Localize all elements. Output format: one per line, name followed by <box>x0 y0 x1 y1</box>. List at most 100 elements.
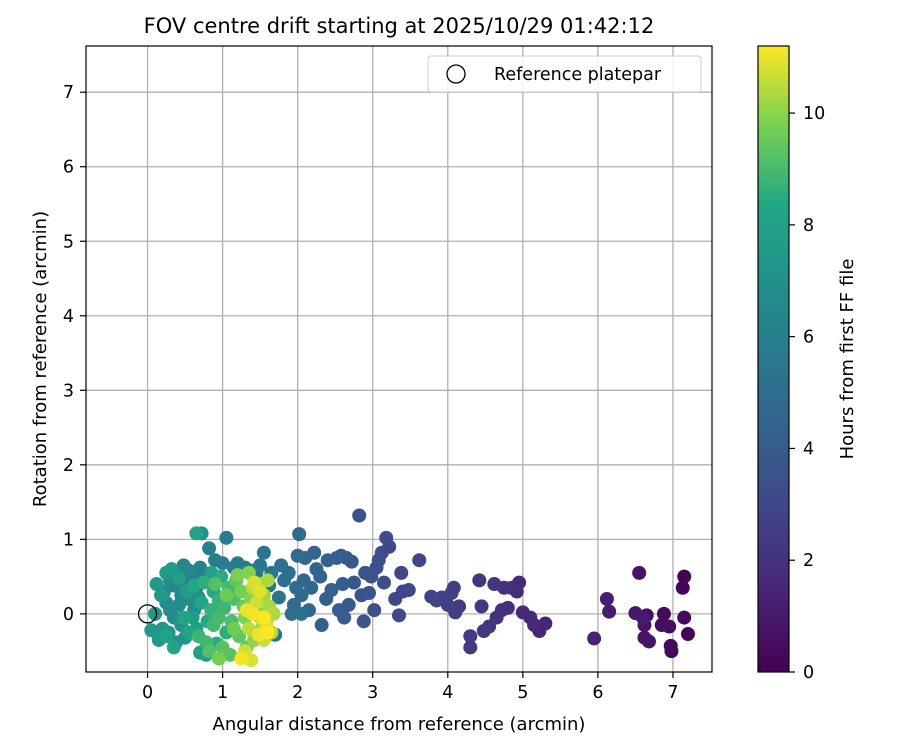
data-point <box>208 577 223 592</box>
x-tick-label: 3 <box>367 683 378 703</box>
y-tick-label: 7 <box>63 83 74 103</box>
legend-entry-reference: Reference platepar <box>494 65 662 85</box>
x-tick-label: 2 <box>292 683 303 703</box>
colorbar-tick-label: 0 <box>803 663 814 683</box>
data-point <box>587 631 602 646</box>
data-point <box>219 588 234 603</box>
data-point <box>223 647 238 662</box>
data-point <box>358 565 373 580</box>
data-point <box>211 651 226 666</box>
data-point <box>376 575 391 590</box>
data-point <box>193 560 208 575</box>
colorbar-tick-label: 4 <box>803 439 814 459</box>
data-point <box>284 606 299 621</box>
legend-box <box>427 55 702 93</box>
data-point <box>194 595 209 610</box>
colorbar-tick-label: 10 <box>803 104 825 124</box>
data-point <box>677 610 692 625</box>
data-point <box>256 610 271 625</box>
data-point <box>635 610 650 625</box>
data-point <box>476 624 491 639</box>
colorbar: 0 2 4 6 8 10 Hours from first FF file <box>757 45 858 683</box>
chart-title: FOV centre drift starting at 2025/10/29 … <box>144 14 655 38</box>
data-point <box>208 553 223 568</box>
data-point <box>172 571 187 586</box>
data-point <box>277 573 292 588</box>
data-point <box>314 618 329 633</box>
data-point <box>394 565 409 580</box>
data-point <box>392 608 406 623</box>
x-tick-label: 6 <box>592 683 603 703</box>
data-point <box>354 588 369 603</box>
data-point <box>271 590 286 605</box>
data-point <box>245 606 260 621</box>
y-axis-ticks: 0 1 2 3 4 5 6 7 <box>63 83 86 625</box>
data-point <box>356 614 371 629</box>
data-point <box>290 548 305 563</box>
data-point <box>379 530 394 545</box>
data-point <box>335 577 350 592</box>
data-point <box>367 603 382 618</box>
data-point <box>260 625 275 640</box>
data-point <box>211 610 226 625</box>
y-tick-label: 5 <box>63 232 74 252</box>
data-point <box>253 584 268 599</box>
data-point <box>352 508 367 523</box>
x-tick-label: 1 <box>217 683 228 703</box>
data-point <box>234 651 249 666</box>
data-point <box>202 644 217 659</box>
legend: Reference platepar <box>427 55 702 93</box>
data-point <box>176 610 191 625</box>
data-point <box>196 575 211 590</box>
y-tick-label: 4 <box>63 307 74 327</box>
data-point <box>320 553 335 568</box>
data-point <box>309 562 324 577</box>
data-point <box>219 530 234 545</box>
x-tick-label: 7 <box>667 683 678 703</box>
data-point <box>654 618 669 633</box>
data-point <box>256 545 271 560</box>
data-point <box>472 573 487 588</box>
data-point <box>148 606 163 621</box>
y-tick-label: 0 <box>63 605 74 625</box>
data-point <box>230 568 245 583</box>
x-tick-label: 4 <box>442 683 453 703</box>
data-point <box>656 606 671 621</box>
colorbar-tick-label: 6 <box>803 328 814 348</box>
plot-frame <box>85 45 713 673</box>
data-point <box>149 577 164 592</box>
data-point <box>249 595 264 610</box>
data-point <box>424 589 439 604</box>
y-tick-label: 6 <box>63 158 74 178</box>
data-point <box>274 558 289 573</box>
colorbar-tick-label: 2 <box>803 551 814 571</box>
data-point <box>663 638 678 653</box>
colorbar-frame <box>757 45 790 673</box>
data-point <box>331 603 346 618</box>
data-point <box>319 591 334 606</box>
data-point <box>412 553 427 568</box>
data-point <box>632 565 647 580</box>
data-point <box>166 640 181 655</box>
data-point <box>474 599 489 614</box>
reference-platepar-marker <box>137 604 158 624</box>
data-point <box>388 591 403 606</box>
data-point <box>602 604 617 619</box>
data-point <box>154 588 169 603</box>
data-point <box>487 577 502 592</box>
data-point <box>515 605 530 620</box>
data-point <box>260 573 275 588</box>
data-point <box>202 541 217 556</box>
data-point <box>346 575 361 590</box>
data-point <box>677 569 692 584</box>
data-point <box>144 623 159 638</box>
y-tick-label: 2 <box>63 456 74 476</box>
colorbar-label: Hours from first FF file <box>837 259 858 460</box>
y-tick-label: 3 <box>63 381 74 401</box>
data-point <box>292 527 307 542</box>
y-tick-label: 1 <box>63 530 74 550</box>
data-point <box>680 626 695 641</box>
data-point <box>641 634 656 649</box>
data-point <box>234 584 249 599</box>
